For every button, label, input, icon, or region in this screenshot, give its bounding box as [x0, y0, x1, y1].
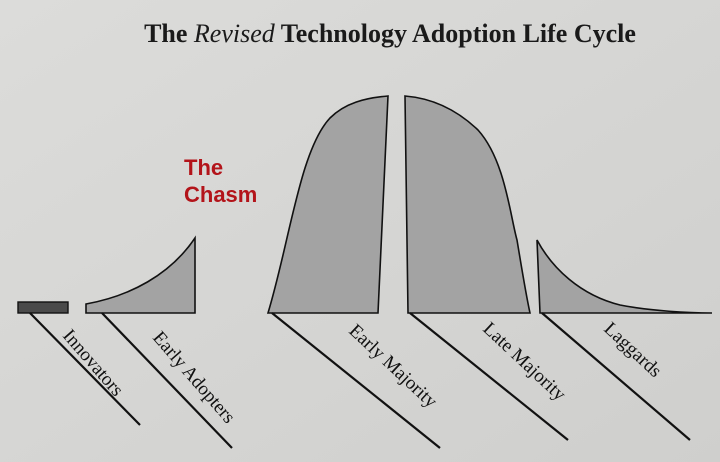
title: The Revised Technology Adoption Life Cyc… — [144, 19, 636, 48]
label-rule — [541, 312, 691, 441]
chasm-label-line: Chasm — [184, 182, 257, 207]
label-rule — [29, 312, 141, 426]
label-rule — [409, 312, 569, 441]
title-end: Technology Adoption Life Cycle — [281, 19, 636, 48]
title-emphasis: Revised — [193, 19, 276, 48]
title-start: The — [144, 19, 187, 48]
chasm-label-line: The — [184, 155, 223, 180]
label-rule — [101, 312, 233, 449]
early-adopters-segment — [85, 235, 196, 314]
late-majority-segment — [404, 95, 531, 314]
laggards-segment — [536, 239, 713, 314]
label-rule — [271, 312, 441, 449]
innovators-segment — [17, 301, 69, 314]
early-majority-segment — [266, 95, 389, 314]
